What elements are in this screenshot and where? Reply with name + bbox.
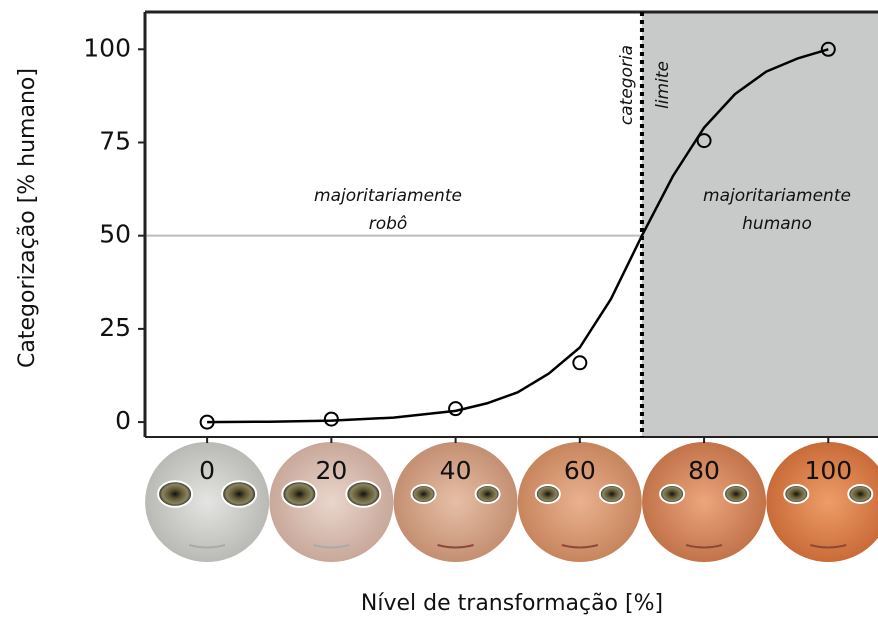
eye	[476, 485, 500, 503]
annotation: majoritariamente	[703, 186, 851, 206]
chart: 0 25 50 75 100 0 20 40 60 80 100 majoritariamente ro…	[0, 0, 878, 622]
data-point	[325, 413, 338, 426]
eye	[724, 485, 748, 503]
x-tick-label: 100	[804, 456, 852, 485]
x-tick-label: 20	[315, 456, 347, 485]
eye	[600, 485, 624, 503]
eye	[660, 485, 684, 503]
eye	[346, 481, 380, 507]
eye	[784, 485, 808, 503]
x-tick-label: 60	[564, 456, 596, 485]
y-tick-label: 50	[99, 220, 131, 249]
x-axis-title: Nível de transformação [%]	[361, 591, 663, 616]
eye	[412, 485, 436, 503]
y-tick-label: 0	[115, 406, 131, 435]
eye	[282, 481, 316, 507]
annotation: categoria	[617, 45, 637, 125]
annotation: humano	[742, 214, 812, 234]
y-tick-label: 75	[99, 126, 131, 155]
y-axis-title: Categorização [% humano]	[15, 68, 40, 368]
eye	[158, 481, 192, 507]
x-tick-label: 0	[199, 456, 215, 485]
x-tick-label: 80	[688, 456, 720, 485]
data-point	[573, 356, 586, 369]
eye	[536, 485, 560, 503]
eye	[848, 485, 872, 503]
annotation: robô	[369, 214, 408, 234]
y-tick-label: 25	[99, 313, 131, 342]
annotation: majoritariamente	[314, 186, 462, 206]
eye	[222, 481, 256, 507]
x-tick-label: 40	[440, 456, 472, 485]
annotation: limite	[653, 61, 673, 109]
face-row	[145, 442, 878, 562]
y-tick-label: 100	[83, 33, 131, 62]
